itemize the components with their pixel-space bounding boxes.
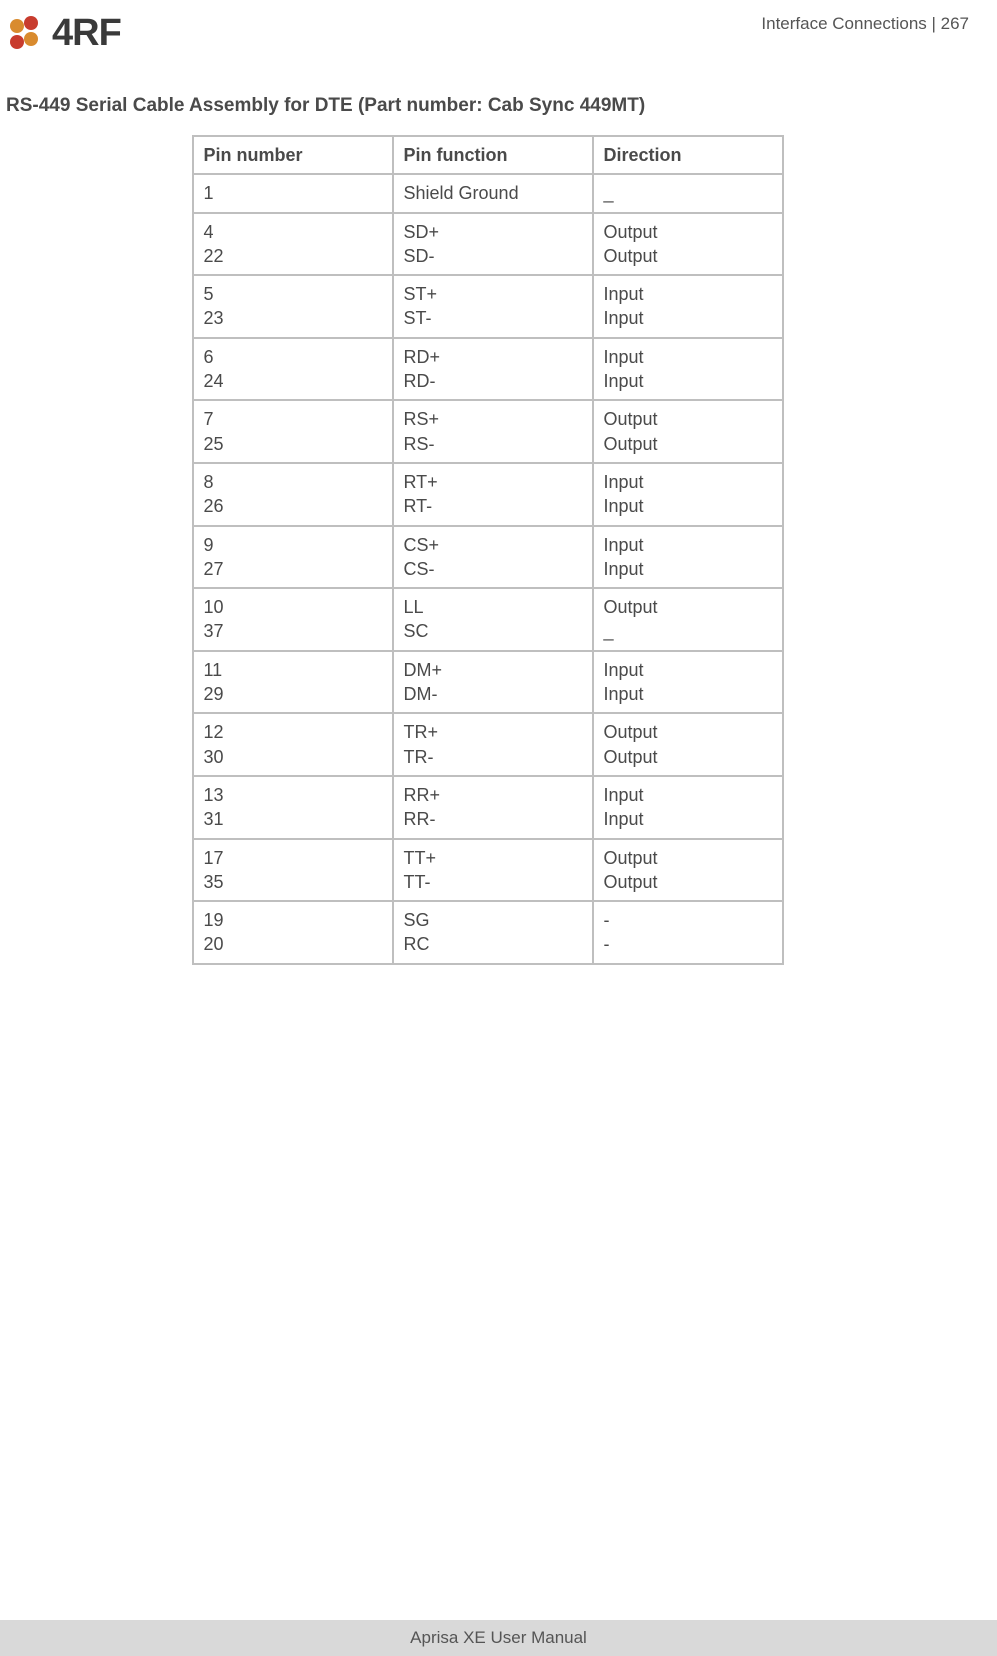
cell-func: SG RC [393, 901, 593, 964]
cell-pin: 11 29 [193, 651, 393, 714]
cell-dir: - - [593, 901, 783, 964]
cell-pin: 8 26 [193, 463, 393, 526]
table-row: 17 35TT+ TT-Output Output [193, 839, 783, 902]
table-row: 8 26RT+ RT-Input Input [193, 463, 783, 526]
cell-pin: 13 31 [193, 776, 393, 839]
pinout-table: Pin number Pin function Direction 1Shiel… [192, 135, 784, 965]
table-row: 6 24RD+ RD-Input Input [193, 338, 783, 401]
cell-pin: 12 30 [193, 713, 393, 776]
cell-dir: Output Output [593, 213, 783, 276]
col-header-direction: Direction [593, 136, 783, 174]
cell-pin: 9 27 [193, 526, 393, 589]
cell-dir: _ [593, 174, 783, 212]
table-row: 12 30TR+ TR-Output Output [193, 713, 783, 776]
table-row: 5 23ST+ ST-Input Input [193, 275, 783, 338]
table-row: 7 25RS+ RS-Output Output [193, 400, 783, 463]
cell-func: CS+ CS- [393, 526, 593, 589]
cell-pin: 19 20 [193, 901, 393, 964]
cell-dir: Output Output [593, 400, 783, 463]
brand-logo: 4RF [6, 12, 121, 55]
cell-dir: Input Input [593, 275, 783, 338]
cell-func: LL SC [393, 588, 593, 651]
cell-func: SD+ SD- [393, 213, 593, 276]
table-row: 10 37LL SCOutput _ [193, 588, 783, 651]
cell-dir: Input Input [593, 338, 783, 401]
table-row: 9 27CS+ CS-Input Input [193, 526, 783, 589]
table-row: 1Shield Ground_ [193, 174, 783, 212]
logo-text: 4RF [52, 12, 121, 55]
cell-func: TR+ TR- [393, 713, 593, 776]
table-row: 11 29DM+ DM-Input Input [193, 651, 783, 714]
cell-pin: 7 25 [193, 400, 393, 463]
cell-pin: 10 37 [193, 588, 393, 651]
cell-dir: Input Input [593, 463, 783, 526]
cell-pin: 4 22 [193, 213, 393, 276]
cell-func: RR+ RR- [393, 776, 593, 839]
table-body: 1Shield Ground_4 22SD+ SD-Output Output5… [193, 174, 783, 963]
table-row: 19 20SG RC- - [193, 901, 783, 964]
cell-func: RS+ RS- [393, 400, 593, 463]
table-row: 4 22SD+ SD-Output Output [193, 213, 783, 276]
document-page: 4RF Interface Connections | 267 RS-449 S… [0, 0, 997, 1656]
logo-mark-icon [6, 14, 46, 54]
col-header-pin-number: Pin number [193, 136, 393, 174]
cell-dir: Input Input [593, 776, 783, 839]
table-row: 13 31RR+ RR-Input Input [193, 776, 783, 839]
breadcrumb: Interface Connections | 267 [761, 14, 969, 34]
cell-dir: Input Input [593, 526, 783, 589]
cell-func: RT+ RT- [393, 463, 593, 526]
cell-func: RD+ RD- [393, 338, 593, 401]
col-header-pin-function: Pin function [393, 136, 593, 174]
cell-func: Shield Ground [393, 174, 593, 212]
cell-pin: 1 [193, 174, 393, 212]
cell-dir: Output Output [593, 839, 783, 902]
cell-dir: Output _ [593, 588, 783, 651]
cell-pin: 6 24 [193, 338, 393, 401]
cell-func: TT+ TT- [393, 839, 593, 902]
footer-bar: Aprisa XE User Manual [0, 1620, 997, 1656]
cell-pin: 17 35 [193, 839, 393, 902]
cell-dir: Output Output [593, 713, 783, 776]
cell-func: DM+ DM- [393, 651, 593, 714]
cell-func: ST+ ST- [393, 275, 593, 338]
table-header-row: Pin number Pin function Direction [193, 136, 783, 174]
section-title: RS-449 Serial Cable Assembly for DTE (Pa… [6, 95, 969, 117]
cell-dir: Input Input [593, 651, 783, 714]
cell-pin: 5 23 [193, 275, 393, 338]
page-header: 4RF Interface Connections | 267 [6, 12, 969, 55]
